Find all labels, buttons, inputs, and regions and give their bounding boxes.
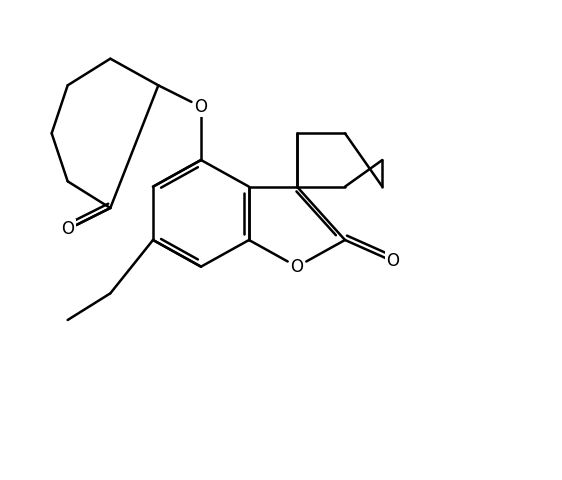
- Text: O: O: [387, 252, 400, 270]
- Text: O: O: [61, 220, 74, 239]
- Text: O: O: [194, 97, 207, 116]
- Text: O: O: [291, 258, 303, 276]
